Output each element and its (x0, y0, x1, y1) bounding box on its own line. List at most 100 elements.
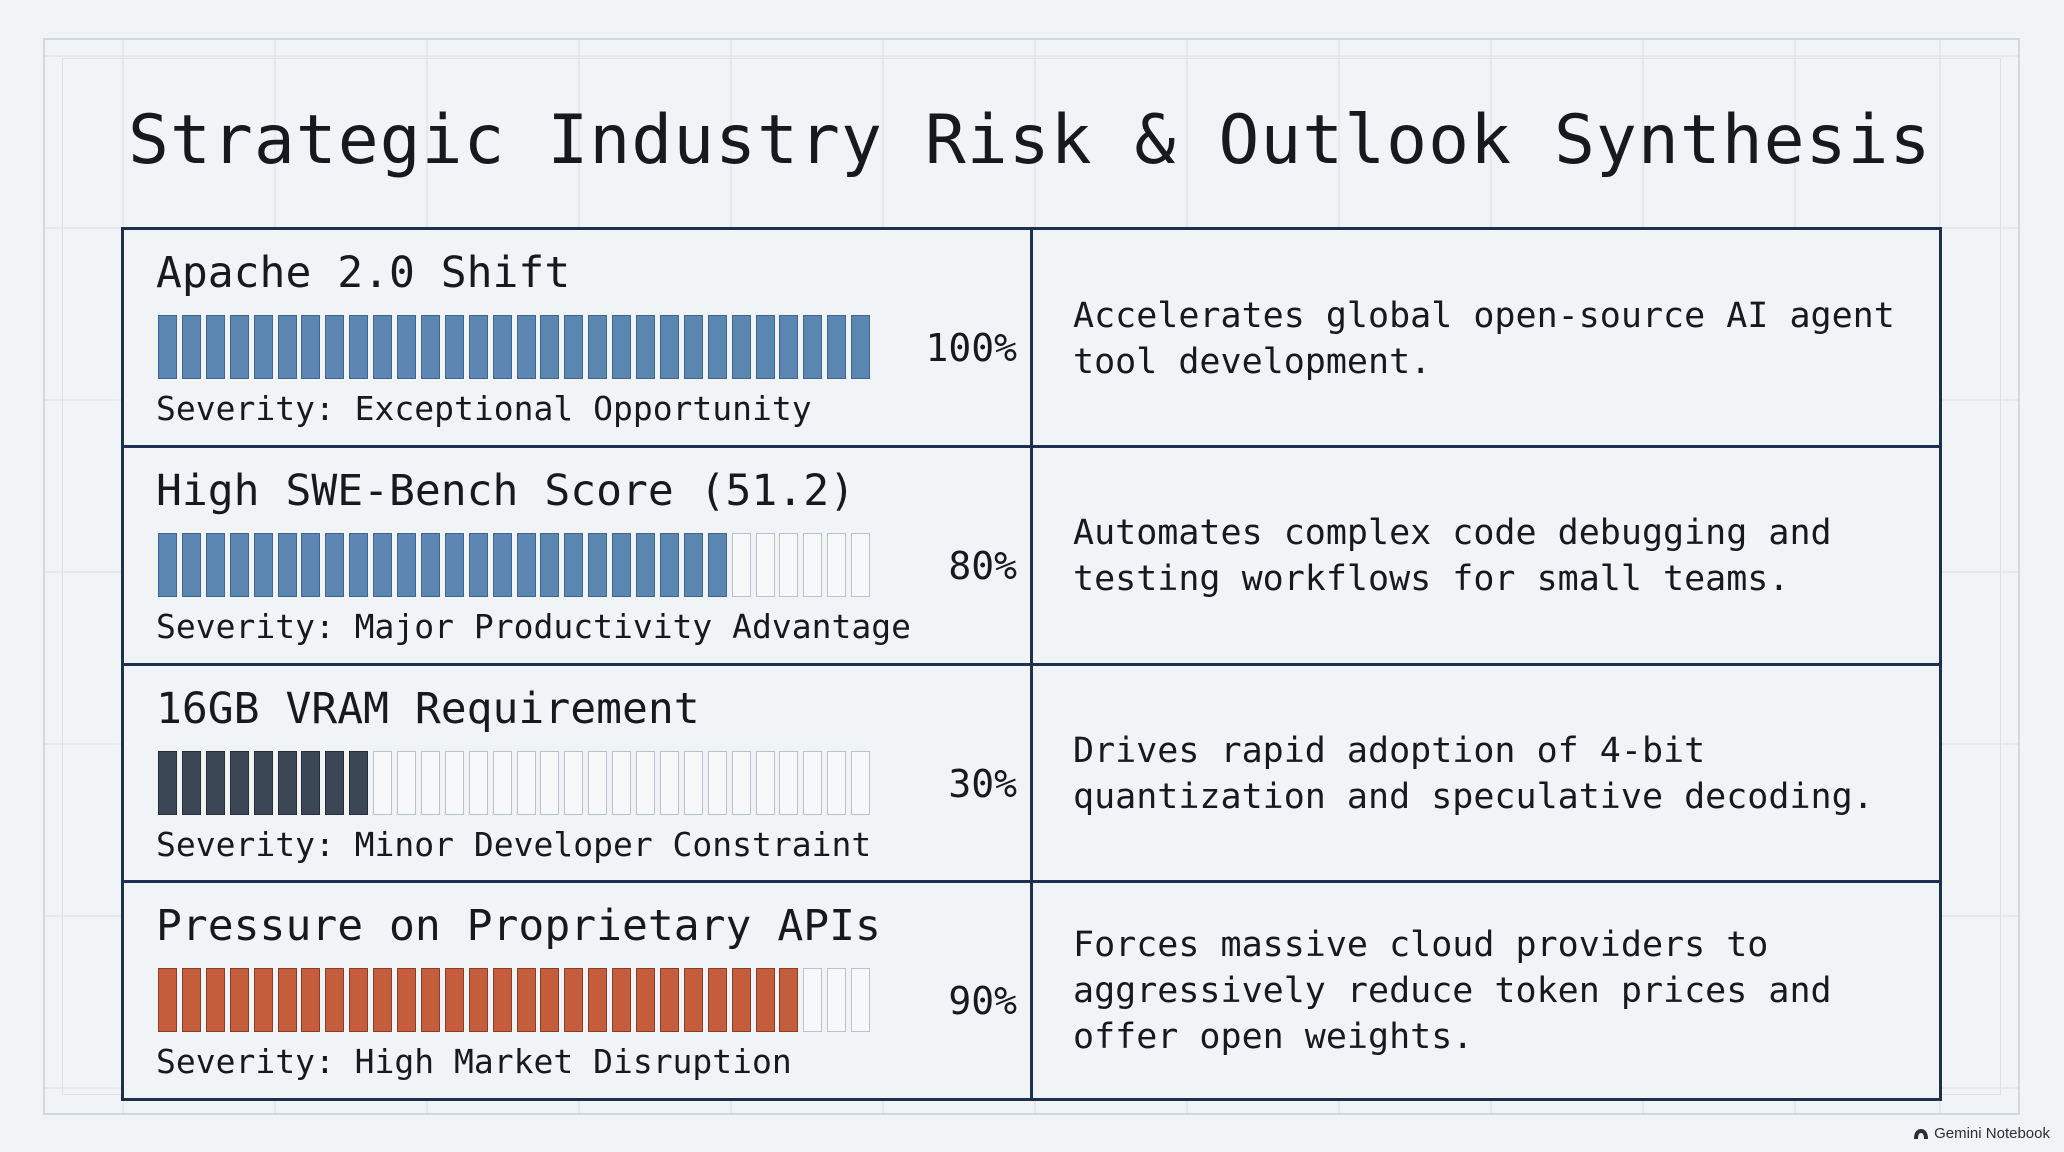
outer-frame (43, 38, 2020, 1115)
meter-segment-filled (492, 315, 512, 379)
meter-segment-empty (827, 533, 847, 597)
meter-segment-filled (253, 751, 273, 815)
meter-segment-filled (277, 968, 297, 1032)
meter-segment-empty (612, 751, 632, 815)
gemini-notebook-icon (1914, 1128, 1929, 1139)
meter-segment-filled (349, 533, 369, 597)
metric-cell: Pressure on Proprietary APIs 90% Severit… (124, 883, 1033, 1098)
meter-segment-filled (659, 968, 679, 1032)
meter-segment-filled (253, 533, 273, 597)
severity-label: Severity: Minor Developer Constraint (156, 825, 872, 864)
outlook-cell: Drives rapid adoption of 4-bit quantizat… (1033, 666, 1939, 881)
meter-segment-filled (349, 968, 369, 1032)
outlook-description: Automates complex code debugging and tes… (1073, 512, 1832, 599)
meter-segment-filled (540, 533, 560, 597)
meter-segment-filled (636, 533, 655, 597)
meter-segment-filled (827, 315, 847, 379)
meter-segment-filled (325, 533, 345, 597)
meter-segment-filled (755, 968, 775, 1032)
meter-segment-filled (420, 315, 440, 379)
severity-meter (158, 533, 894, 597)
meter-segment-filled (229, 533, 249, 597)
metric-title: Pressure on Proprietary APIs (156, 901, 881, 951)
meter-segment-empty (420, 751, 440, 815)
meter-segment-empty (397, 751, 416, 815)
meter-segment-filled (253, 968, 273, 1032)
percent-label: 30% (948, 762, 1017, 806)
percent-label: 80% (948, 544, 1017, 588)
meter-segment-filled (468, 315, 488, 379)
metric-title: High SWE-Bench Score (51.2) (156, 466, 855, 516)
severity-label: Severity: Major Productivity Advantage (156, 607, 911, 646)
meter-segment-filled (444, 315, 464, 379)
meter-segment-filled (205, 315, 225, 379)
percent-label: 100% (925, 326, 1017, 370)
meter-segment-filled (516, 533, 536, 597)
meter-segment-empty (803, 968, 823, 1032)
meter-segment-filled (277, 751, 297, 815)
meter-segment-empty (731, 751, 751, 815)
meter-segment-filled (588, 533, 608, 597)
severity-label: Severity: High Market Disruption (156, 1042, 792, 1081)
meter-segment-filled (731, 315, 751, 379)
meter-segment-filled (707, 533, 727, 597)
meter-segment-empty (636, 751, 655, 815)
meter-segment-filled (229, 968, 249, 1032)
metric-cell: 16GB VRAM Requirement 30% Severity: Mino… (124, 666, 1033, 881)
meter-segment-filled (492, 968, 512, 1032)
meter-segment-filled (492, 533, 512, 597)
meter-segment-filled (683, 968, 703, 1032)
risk-row: Pressure on Proprietary APIs 90% Severit… (124, 880, 1939, 1098)
meter-segment-filled (181, 968, 201, 1032)
meter-segment-filled (779, 968, 799, 1032)
risk-table: Apache 2.0 Shift 100% Severity: Exceptio… (121, 227, 1942, 1101)
meter-segment-filled (277, 315, 297, 379)
meter-segment-empty (373, 751, 393, 815)
meter-segment-empty (659, 751, 679, 815)
meter-segment-filled (301, 751, 321, 815)
outlook-cell: Forces massive cloud providers to aggres… (1033, 883, 1939, 1098)
meter-segment-filled (707, 968, 727, 1032)
meter-segment-empty (755, 533, 775, 597)
meter-segment-filled (277, 533, 297, 597)
meter-segment-filled (229, 751, 249, 815)
meter-segment-empty (779, 751, 799, 815)
meter-segment-empty (540, 751, 560, 815)
severity-meter (158, 968, 894, 1032)
meter-segment-filled (468, 533, 488, 597)
risk-row: High SWE-Bench Score (51.2) 80% Severity… (124, 445, 1939, 663)
meter-segment-filled (301, 315, 321, 379)
meter-segment-filled (540, 968, 560, 1032)
meter-segment-filled (755, 315, 775, 379)
meter-segment-filled (707, 315, 727, 379)
meter-segment-filled (181, 315, 201, 379)
meter-segment-filled (588, 315, 608, 379)
meter-segment-filled (301, 968, 321, 1032)
meter-segment-filled (588, 968, 608, 1032)
meter-segment-filled (540, 315, 560, 379)
meter-segment-filled (158, 315, 177, 379)
meter-segment-empty (755, 751, 775, 815)
meter-segment-empty (779, 533, 799, 597)
meter-segment-filled (229, 315, 249, 379)
meter-segment-filled (636, 315, 655, 379)
meter-segment-filled (516, 968, 536, 1032)
meter-segment-empty (588, 751, 608, 815)
watermark-text: Gemini Notebook (1934, 1125, 2050, 1142)
meter-segment-filled (803, 315, 823, 379)
meter-segment-filled (373, 968, 393, 1032)
meter-segment-filled (205, 751, 225, 815)
meter-segment-empty (803, 533, 823, 597)
meter-segment-filled (612, 533, 632, 597)
meter-segment-filled (564, 968, 584, 1032)
severity-meter (158, 751, 894, 815)
outlook-cell: Accelerates global open-source AI agent … (1033, 230, 1939, 448)
meter-segment-empty (492, 751, 512, 815)
meter-segment-filled (779, 315, 799, 379)
meter-segment-empty (851, 968, 871, 1032)
meter-segment-empty (851, 751, 871, 815)
meter-segment-empty (731, 533, 751, 597)
meter-segment-empty (564, 751, 584, 815)
outlook-description: Drives rapid adoption of 4-bit quantizat… (1073, 730, 1874, 817)
meter-segment-filled (612, 315, 632, 379)
